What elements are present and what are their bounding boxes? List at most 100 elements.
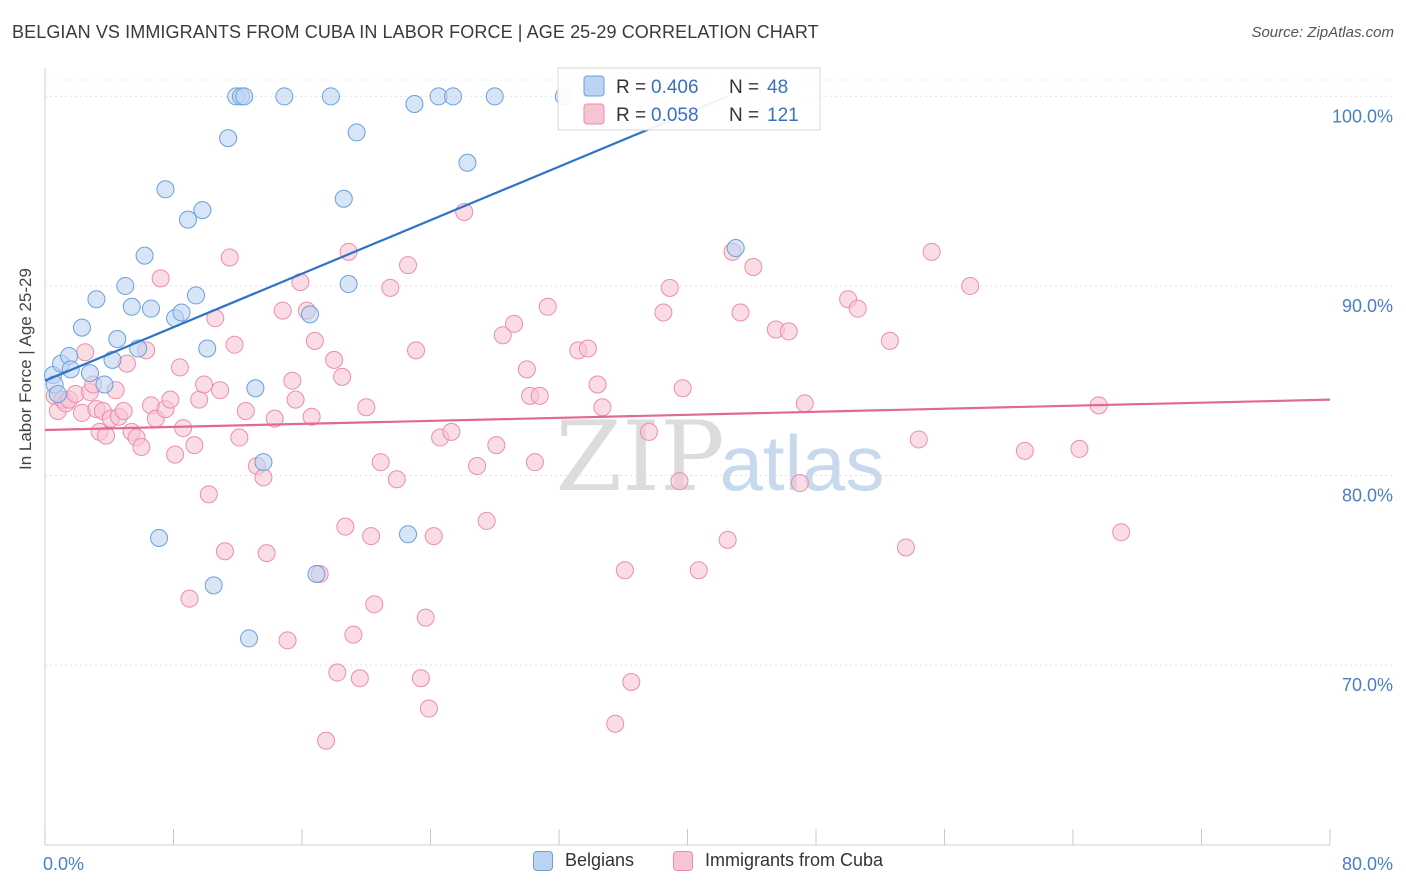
point-1-17 <box>114 402 133 421</box>
point-1-74 <box>419 699 438 718</box>
point-1-50 <box>286 390 305 409</box>
point-1-96 <box>639 422 658 441</box>
point-0-20 <box>172 303 191 322</box>
point-1-48 <box>278 631 297 650</box>
point-1-32 <box>185 436 204 455</box>
legend-r-label-1: R = <box>616 105 646 126</box>
point-0-37 <box>334 189 353 208</box>
point-1-105 <box>744 257 763 276</box>
point-1-28 <box>166 445 185 464</box>
point-0-9 <box>95 375 114 394</box>
point-1-109 <box>795 394 814 413</box>
point-1-45 <box>257 544 276 563</box>
chart-title: BELGIAN VS IMMIGRANTS FROM CUBA IN LABOR… <box>12 22 819 42</box>
legend-item-cuba: Immigrants from Cuba <box>673 850 883 871</box>
point-1-37 <box>211 381 230 400</box>
point-1-120 <box>1112 523 1131 542</box>
y-tick-label-3: 100.0% <box>1332 106 1393 126</box>
point-1-65 <box>362 527 381 546</box>
point-0-44 <box>458 153 477 172</box>
legend-n-label-1: N = <box>729 105 759 126</box>
point-1-111 <box>848 299 867 318</box>
point-0-34 <box>301 305 320 324</box>
legend-stats-swatch-1 <box>583 103 605 125</box>
point-1-31 <box>180 589 199 608</box>
point-1-73 <box>416 608 435 627</box>
watermark: ZIP atlas <box>555 401 884 513</box>
point-1-41 <box>230 428 249 447</box>
point-1-84 <box>517 360 536 379</box>
trend-line-0 <box>44 95 729 382</box>
point-0-7 <box>80 364 99 383</box>
point-1-90 <box>578 339 597 358</box>
x-tick-label-max: 80.0% <box>1342 854 1393 874</box>
point-1-81 <box>487 436 506 455</box>
point-1-86 <box>525 453 544 472</box>
point-0-43 <box>443 87 462 106</box>
point-1-88 <box>538 297 557 316</box>
point-1-62 <box>344 625 363 644</box>
point-1-91 <box>588 375 607 394</box>
point-0-10 <box>103 350 122 369</box>
point-1-59 <box>333 367 352 386</box>
point-1-13 <box>97 426 116 445</box>
legend-n-value-1: 121 <box>767 105 799 126</box>
point-1-30 <box>174 419 193 438</box>
point-1-34 <box>195 375 214 394</box>
point-1-101 <box>689 561 708 580</box>
point-1-21 <box>132 438 151 457</box>
point-0-11 <box>108 330 127 349</box>
point-1-49 <box>283 371 302 390</box>
series-belgians-points <box>44 87 745 648</box>
axes <box>44 68 1331 846</box>
point-1-57 <box>325 350 344 369</box>
point-0-13 <box>122 297 141 316</box>
watermark-zip: ZIP <box>555 401 724 513</box>
grid-lines <box>45 79 1392 666</box>
point-1-75 <box>424 527 443 546</box>
y-tick-label-1: 80.0% <box>1342 485 1393 505</box>
y-tick-label-2: 90.0% <box>1342 296 1393 316</box>
y-axis-label: In Labor Force | Age 25-29 <box>16 268 35 470</box>
legend-r-value-1: 0.058 <box>651 105 699 126</box>
point-1-114 <box>909 430 928 449</box>
point-1-108 <box>790 474 809 493</box>
point-1-66 <box>365 595 384 614</box>
point-1-46 <box>265 409 284 428</box>
point-0-16 <box>142 299 161 318</box>
watermark-atlas: atlas <box>720 419 885 507</box>
point-0-45 <box>485 87 504 106</box>
legend-swatch-cuba <box>673 850 693 871</box>
point-1-97 <box>654 303 673 322</box>
tick-labels: 70.0% 80.0% 90.0% 100.0% 0.0% 80.0% <box>43 106 1393 874</box>
point-0-39 <box>347 123 366 142</box>
point-1-7 <box>76 343 95 362</box>
point-0-8 <box>87 290 106 309</box>
point-0-40 <box>399 525 418 544</box>
point-1-47 <box>273 301 292 320</box>
legend-item-belgians: Belgians <box>533 850 634 871</box>
point-0-36 <box>321 87 340 106</box>
point-1-83 <box>505 314 524 333</box>
point-1-116 <box>961 276 980 295</box>
legend-r-label-0: R = <box>616 77 646 98</box>
point-1-99 <box>670 472 689 491</box>
y-tick-label-0: 70.0% <box>1342 675 1393 695</box>
point-1-33 <box>190 390 209 409</box>
point-0-30 <box>239 629 258 648</box>
x-tick-label-min: 0.0% <box>43 854 84 874</box>
point-0-29 <box>235 87 254 106</box>
point-1-77 <box>442 422 461 441</box>
point-0-12 <box>116 276 135 295</box>
point-1-40 <box>225 335 244 354</box>
point-1-56 <box>317 731 336 750</box>
trend-line-1 <box>44 398 1331 432</box>
legend-swatch-belgians <box>533 850 553 871</box>
point-1-118 <box>1070 439 1089 458</box>
point-1-27 <box>161 390 180 409</box>
point-0-17 <box>150 528 169 547</box>
point-0-41 <box>405 95 424 114</box>
point-1-102 <box>718 530 737 549</box>
point-0-32 <box>254 453 273 472</box>
point-0-18 <box>156 180 175 199</box>
